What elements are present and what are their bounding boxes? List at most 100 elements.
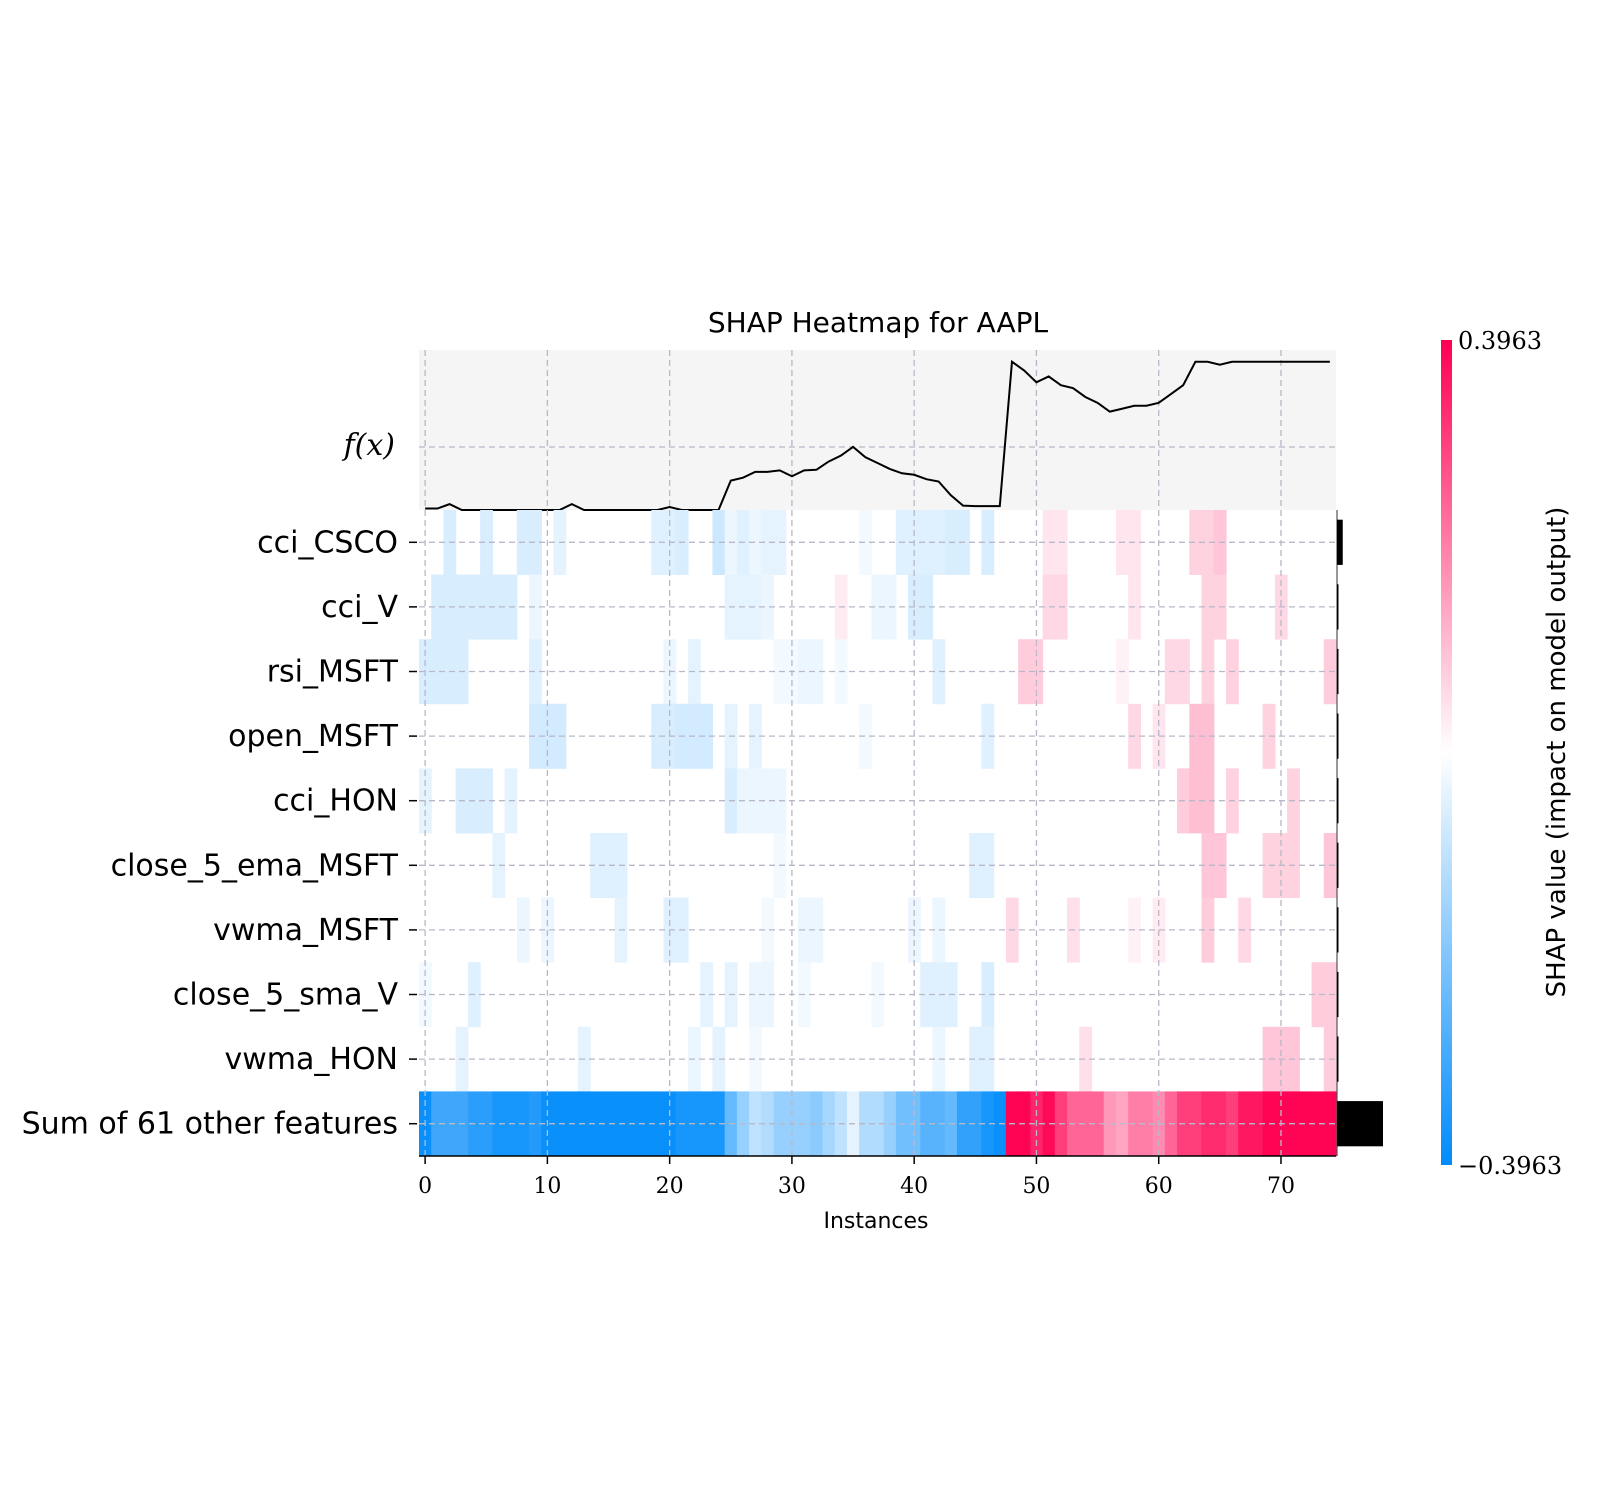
feature-importance-bars (1336, 510, 1383, 1156)
fx-line (425, 359, 1330, 511)
heatmap-cell (1140, 1091, 1154, 1157)
heatmap-cell (932, 1026, 946, 1092)
heatmap-cell (920, 1091, 934, 1157)
heatmap-cell (981, 510, 995, 575)
heatmap-cell (859, 703, 872, 769)
heatmap-cell (1091, 1091, 1105, 1157)
heatmap-cell (492, 574, 506, 640)
importance-bar (1337, 648, 1339, 695)
feature-labels: cci_CSCO cci_V rsi_MSFT open_MSFT cci_HONclo… (22, 525, 417, 1142)
importance-bar (1337, 778, 1339, 824)
heatmap-cell (1201, 510, 1215, 575)
heatmap-cell (932, 639, 946, 705)
heatmap-cell (1042, 574, 1056, 640)
heatmap-cell (1079, 1026, 1093, 1092)
heatmap-cell (541, 703, 555, 769)
feature-label: close_5_sma_V (173, 978, 399, 1013)
heatmap-cell (602, 833, 616, 898)
heatmap-cell (761, 510, 775, 575)
heatmap-cell (932, 897, 946, 963)
heatmap-cell (1311, 1091, 1325, 1157)
heatmap-cell (712, 510, 726, 575)
heatmap-cell (810, 1091, 824, 1157)
heatmap-cell (700, 1091, 714, 1157)
x-tick-label: 30 (778, 1174, 806, 1199)
importance-bar (1337, 842, 1339, 888)
heatmap-cell (810, 897, 824, 963)
heatmap-cell (932, 510, 946, 575)
importance-bar (1337, 584, 1339, 630)
fx-axis-label: f(x) (342, 428, 395, 463)
heatmap-cell (651, 1091, 665, 1157)
heatmap-cell (431, 574, 445, 640)
heatmap-cell (1299, 1091, 1313, 1157)
heatmap-cell (981, 1091, 995, 1157)
x-tick-label: 40 (900, 1174, 928, 1199)
heatmap-cell (920, 962, 934, 1028)
x-tick-label: 20 (656, 1174, 684, 1199)
heatmap-cell (529, 510, 542, 575)
heatmap-cell (932, 1091, 946, 1157)
heatmap-cell (1201, 574, 1215, 640)
heatmap-cell (1189, 768, 1203, 834)
heatmap-cell (969, 1026, 983, 1092)
x-axis-ticks: 0 10 20 30 40 50 60 70 (418, 1156, 1295, 1199)
heatmap-cell (602, 1091, 616, 1157)
heatmap-cell (871, 962, 885, 1028)
heatmap-cell (431, 639, 445, 705)
heatmap-cell (529, 703, 542, 769)
heatmap-cell (1042, 510, 1056, 575)
heatmap-cell (1201, 897, 1215, 963)
heatmap-cell (480, 1091, 493, 1157)
feature-label: cci_HON (273, 784, 398, 819)
heatmap-cell (590, 833, 603, 898)
heatmap-grid (419, 510, 1336, 1156)
importance-bar (1337, 1036, 1339, 1082)
colorbar-label: SHAP value (impact on model output) (1542, 507, 1572, 998)
heatmap-cell (712, 1091, 726, 1157)
importance-bar (1337, 1101, 1383, 1147)
importance-bar (1337, 907, 1339, 953)
heatmap-cell (651, 703, 665, 769)
x-tick-label: 0 (418, 1174, 432, 1199)
x-tick-label: 60 (1145, 1174, 1173, 1199)
heatmap-cell (981, 703, 995, 769)
heatmap-cell (761, 962, 775, 1028)
colorbar-min-label: −0.3963 (1458, 1152, 1562, 1180)
feature-label: open_MSFT (228, 719, 399, 754)
heatmap-cell (492, 833, 506, 898)
heatmap-cell (920, 510, 934, 575)
heatmap-cell (761, 574, 775, 640)
heatmap-cell (1201, 768, 1215, 834)
heatmap-cell (749, 574, 762, 640)
heatmap-cell (529, 574, 542, 640)
colorbar (1441, 340, 1452, 1165)
importance-bar (1337, 971, 1339, 1018)
feature-label: rsi_MSFT (267, 655, 399, 690)
heatmap-cell (810, 639, 824, 705)
heatmap-cells (419, 510, 1337, 1157)
heatmap-cell (1250, 1091, 1264, 1157)
fx-panel-grid (419, 350, 1336, 510)
heatmap-cell (529, 639, 542, 705)
heatmap-cell (1189, 703, 1203, 769)
heatmap-cell (749, 1026, 762, 1092)
heatmap-cell (1201, 703, 1215, 769)
heatmap-cell (590, 1091, 603, 1157)
heatmap-cell (871, 1091, 885, 1157)
heatmap-cell (749, 1091, 762, 1157)
heatmap-cell (981, 1026, 995, 1092)
fx-panel-background (419, 350, 1336, 510)
heatmap-cell (651, 510, 665, 575)
feature-label: cci_CSCO (257, 525, 398, 560)
heatmap-cell (1189, 510, 1203, 575)
importance-bar (1337, 713, 1339, 759)
heatmap-cell (1201, 833, 1215, 898)
heatmap-cell (920, 574, 934, 640)
heatmap-cell (1311, 962, 1325, 1028)
heatmap-cell (431, 1091, 445, 1157)
heatmap-cell (859, 1091, 872, 1157)
heatmap-cell (822, 1091, 836, 1157)
importance-bar (1337, 519, 1343, 565)
